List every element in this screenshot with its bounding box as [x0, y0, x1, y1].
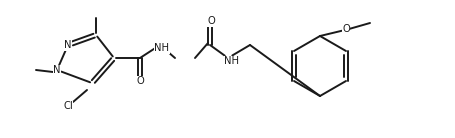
Text: NH: NH — [154, 43, 169, 53]
Text: O: O — [136, 76, 144, 86]
Text: N: N — [53, 65, 61, 75]
Text: NH: NH — [224, 56, 239, 66]
Text: O: O — [341, 24, 349, 34]
Text: N: N — [64, 40, 71, 50]
Text: O: O — [207, 16, 214, 26]
Text: Cl: Cl — [63, 101, 73, 111]
